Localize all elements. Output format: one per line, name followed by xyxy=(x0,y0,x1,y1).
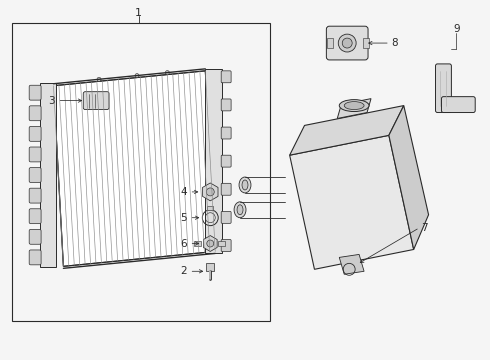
Circle shape xyxy=(165,71,170,75)
Circle shape xyxy=(207,240,214,247)
FancyBboxPatch shape xyxy=(221,99,231,111)
FancyBboxPatch shape xyxy=(29,209,41,224)
Bar xyxy=(218,240,225,247)
Bar xyxy=(205,69,222,253)
FancyBboxPatch shape xyxy=(29,250,41,265)
Text: 9: 9 xyxy=(453,24,460,34)
FancyBboxPatch shape xyxy=(29,168,41,183)
FancyBboxPatch shape xyxy=(221,127,231,139)
Text: 4: 4 xyxy=(180,187,187,197)
FancyBboxPatch shape xyxy=(83,92,109,109)
Circle shape xyxy=(97,77,101,81)
FancyBboxPatch shape xyxy=(29,106,41,121)
Circle shape xyxy=(206,188,214,196)
Polygon shape xyxy=(202,183,218,201)
Bar xyxy=(195,240,201,247)
Ellipse shape xyxy=(237,205,243,215)
Polygon shape xyxy=(53,71,215,266)
Text: 1: 1 xyxy=(135,8,142,18)
Bar xyxy=(40,83,56,267)
FancyBboxPatch shape xyxy=(29,229,41,244)
Text: 8: 8 xyxy=(391,38,397,48)
FancyBboxPatch shape xyxy=(29,147,41,162)
Bar xyxy=(207,206,213,210)
Polygon shape xyxy=(290,135,414,269)
Circle shape xyxy=(342,38,352,48)
Polygon shape xyxy=(337,99,371,118)
FancyBboxPatch shape xyxy=(29,188,41,203)
Ellipse shape xyxy=(239,177,251,193)
Bar xyxy=(206,264,214,271)
Polygon shape xyxy=(203,235,217,251)
FancyBboxPatch shape xyxy=(29,85,41,100)
FancyBboxPatch shape xyxy=(221,155,231,167)
Text: 2: 2 xyxy=(180,266,187,276)
Ellipse shape xyxy=(234,202,246,218)
Text: 6: 6 xyxy=(180,239,187,248)
FancyBboxPatch shape xyxy=(221,239,231,251)
Text: 3: 3 xyxy=(48,96,55,105)
Polygon shape xyxy=(290,105,404,155)
Bar xyxy=(363,38,369,48)
FancyBboxPatch shape xyxy=(221,183,231,195)
FancyBboxPatch shape xyxy=(29,126,41,141)
Circle shape xyxy=(338,34,356,52)
Polygon shape xyxy=(339,255,364,274)
Polygon shape xyxy=(389,105,429,249)
FancyBboxPatch shape xyxy=(326,26,368,60)
FancyBboxPatch shape xyxy=(436,64,451,113)
Ellipse shape xyxy=(339,100,369,112)
Bar xyxy=(327,38,333,48)
FancyBboxPatch shape xyxy=(221,71,231,83)
FancyBboxPatch shape xyxy=(441,96,475,113)
Text: 5: 5 xyxy=(180,213,187,223)
Ellipse shape xyxy=(242,180,248,190)
Circle shape xyxy=(135,73,139,77)
Bar xyxy=(12,23,270,321)
Text: 7: 7 xyxy=(420,222,427,233)
Ellipse shape xyxy=(344,102,364,109)
FancyBboxPatch shape xyxy=(221,211,231,223)
